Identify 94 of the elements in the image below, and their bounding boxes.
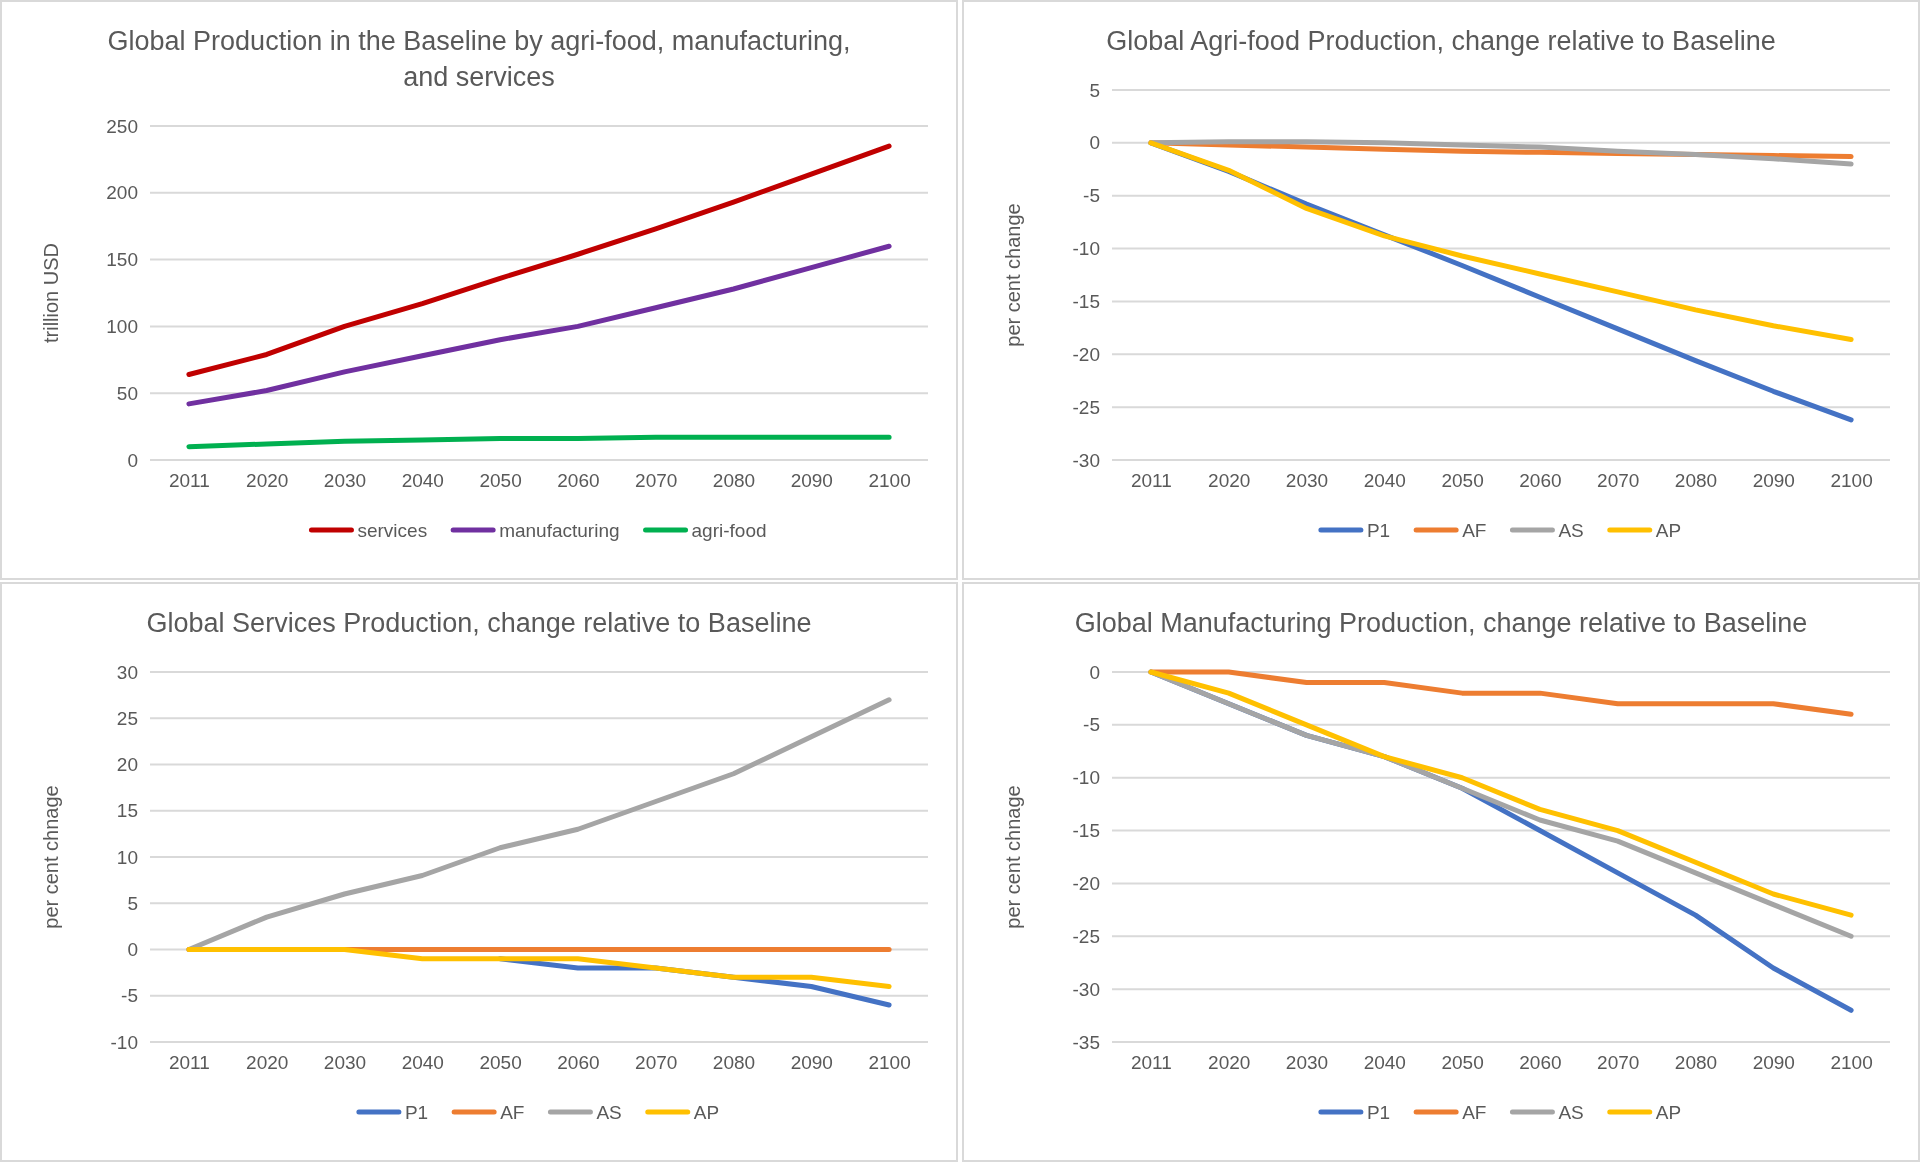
x-tick-label: 2030 [1285,1052,1329,1074]
y-tick-label: -35 [1072,1031,1100,1053]
y-tick-label: -30 [1072,978,1100,1000]
y-tick-label: 0 [127,939,138,961]
y-tick-label: -30 [1072,449,1100,471]
y-axis-title: per cent chnage [40,785,62,929]
y-tick-label: 15 [116,800,138,822]
x-tick-label: 2080 [1674,1052,1718,1074]
x-tick-label: 2100 [1830,470,1873,492]
x-tick-label: 2050 [479,470,522,492]
legend-label: AF [500,1102,525,1123]
legend-label: agri-food [691,520,767,541]
x-tick-label: 2011 [1130,470,1172,492]
legend-label: AS [596,1102,622,1123]
x-tick-label: 2090 [790,1052,833,1074]
chart-title: Global Services Production, change relative to Baseline [146,608,812,638]
y-tick-label: 0 [127,449,138,471]
x-tick-label: 2011 [1130,1052,1172,1074]
x-tick-label: 2080 [712,1052,756,1074]
x-tick-label: 2100 [868,470,911,492]
y-tick-label: -10 [110,1031,138,1053]
y-tick-label: 20 [116,754,138,776]
y-tick-label: -10 [1072,238,1100,260]
y-tick-label: 5 [1089,79,1100,101]
x-tick-label: 2040 [401,470,444,492]
x-tick-label: 2070 [635,470,678,492]
x-tick-label: 2060 [1519,1052,1562,1074]
x-tick-label: 2070 [1597,1052,1640,1074]
y-axis-title: per cent change [1002,203,1024,347]
y-tick-label: -20 [1072,873,1100,895]
y-tick-label: 250 [106,115,138,137]
x-tick-label: 2020 [246,1052,289,1074]
legend-label: services [357,520,428,541]
y-tick-label: 25 [116,707,138,729]
x-tick-label: 2090 [790,470,833,492]
x-tick-label: 2070 [635,1052,678,1074]
y-tick-label: 50 [116,382,138,404]
x-tick-label: 2030 [323,1052,367,1074]
x-tick-label: 2060 [557,1052,600,1074]
x-tick-label: 2050 [479,1052,522,1074]
y-tick-label: -5 [1083,714,1100,736]
y-tick-label: 0 [1089,132,1100,154]
y-tick-label: 100 [106,315,138,337]
y-tick-label: 30 [116,661,138,683]
chart-title: Global Production in the Baseline by agri-food, manufacturing, and services [107,26,851,92]
legend-label: AP [693,1102,720,1123]
y-axis-title: per cent chnage [1002,785,1024,929]
y-axis-title: trillion USD [40,242,62,344]
x-tick-label: 2070 [1597,470,1640,492]
x-tick-label: 2011 [168,1052,210,1074]
x-tick-label: 2050 [1441,1052,1484,1074]
x-tick-label: 2050 [1441,470,1484,492]
legend-label: AS [1558,520,1584,541]
x-tick-label: 2040 [1363,470,1406,492]
x-tick-label: 2020 [246,470,289,492]
y-tick-label: 10 [116,846,138,868]
legend-label: manufacturing [499,520,620,541]
x-tick-label: 2020 [1208,1052,1251,1074]
chart-title: Global Agri-food Production, change relative to Baseline [1106,26,1776,56]
legend-label: AF [1462,1102,1487,1123]
y-tick-label: -15 [1072,291,1100,313]
x-tick-label: 2040 [1363,1052,1406,1074]
x-tick-label: 2060 [557,470,600,492]
y-tick-label: 0 [1089,661,1100,683]
legend-label: AF [1462,520,1487,541]
x-tick-label: 2080 [712,470,756,492]
x-tick-label: 2060 [1519,470,1562,492]
y-tick-label: -5 [1083,185,1100,207]
y-tick-label: 5 [127,892,138,914]
x-tick-label: 2090 [1752,1052,1795,1074]
x-tick-label: 2030 [1285,470,1329,492]
x-tick-label: 2100 [868,1052,911,1074]
x-tick-label: 2030 [323,470,367,492]
legend-label: AP [1655,520,1682,541]
y-tick-label: 200 [106,182,138,204]
y-tick-label: -25 [1072,396,1100,418]
x-tick-label: 2090 [1752,470,1795,492]
y-tick-label: -15 [1072,820,1100,842]
y-tick-label: 150 [106,249,138,271]
chart-title: Global Manufacturing Production, change relative to Baseline [1074,608,1808,638]
y-tick-label: -20 [1072,343,1100,365]
legend-label: P1 [1366,1102,1391,1123]
x-tick-label: 2020 [1208,470,1251,492]
y-tick-label: -10 [1072,767,1100,789]
legend-label: P1 [404,1102,429,1123]
legend-label: AS [1558,1102,1584,1123]
y-tick-label: -25 [1072,925,1100,947]
x-tick-label: 2080 [1674,470,1718,492]
legend-label: P1 [1366,520,1391,541]
x-tick-label: 2100 [1830,1052,1873,1074]
x-tick-label: 2040 [401,1052,444,1074]
x-tick-label: 2011 [168,470,210,492]
y-tick-label: -5 [121,985,138,1007]
legend-label: AP [1655,1102,1682,1123]
